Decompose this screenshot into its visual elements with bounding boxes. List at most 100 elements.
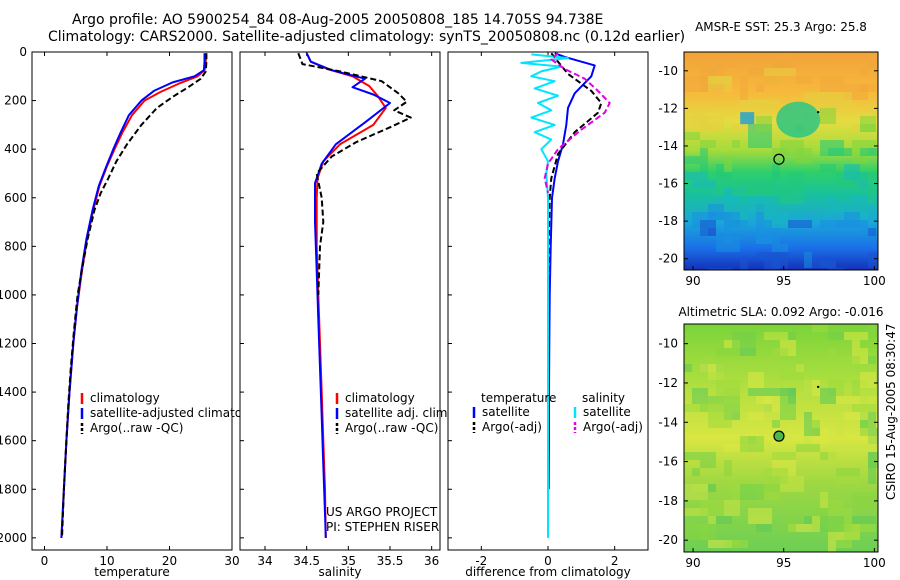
sla_map-field-cell — [788, 332, 796, 340]
sst_map-field-cell — [828, 92, 852, 108]
sla_map-field-cell — [852, 404, 876, 412]
sla_map-field-cell — [844, 332, 868, 340]
temperature-ytick-label: 1800 — [0, 482, 27, 496]
salinity-legend-label: climatology — [345, 391, 415, 405]
sst_map-field-cell — [780, 188, 804, 204]
sla_map-field-cell — [692, 468, 700, 476]
sst_map-field-cell — [820, 108, 836, 124]
temperature-ytick-label: 1400 — [0, 385, 27, 399]
sst_map-field-cell — [700, 220, 716, 236]
sst_map-field-cell — [748, 68, 756, 76]
sst_map-field — [684, 52, 878, 270]
sst_map-field-cell — [820, 76, 844, 92]
sst_map-field-cell — [788, 220, 812, 228]
temperature-legend-label: climatology — [90, 391, 160, 405]
sst_map-field-cell — [804, 52, 812, 60]
sla_map-field-cell — [684, 484, 708, 500]
sst_map-field-cell — [828, 268, 844, 270]
sst_map-panel: AMSR-E SST: 25.3 Argo: 25.8 90 95 100 -10 -12… — [658, 20, 885, 288]
sst_map-field-cell — [684, 156, 700, 164]
sst_map-field-cell — [764, 76, 780, 84]
sst_map-field-cell — [860, 148, 876, 156]
sst_map-field-cell — [804, 92, 828, 108]
sla_map-field-cell — [860, 348, 868, 364]
sst_map-field-cell — [828, 196, 836, 204]
profile-plots: 0 10 20 30020040060080010001200140016001800… — [0, 45, 649, 579]
sla_map-field-cell — [828, 540, 836, 552]
sla_map-ytick-label: -20 — [658, 533, 678, 547]
sla_map-frame — [683, 323, 879, 553]
sst_map-field-cell — [700, 156, 708, 172]
temperature-xtick-label: 10 — [99, 554, 114, 568]
sla_map-field-cell — [700, 500, 724, 516]
sla_map-field-cell — [700, 404, 724, 412]
sla_map-field-cell — [844, 412, 868, 420]
sst_map-field-cell — [836, 220, 860, 228]
credit-pi: PI: STEPHEN RISER — [326, 520, 440, 534]
sst_map-field-cell — [772, 164, 780, 180]
sla_map-field-cell — [860, 420, 876, 428]
sst_map-field-cell — [860, 84, 876, 92]
sst_map-field-cell — [772, 52, 796, 68]
temperature-ytick-label: 0 — [19, 45, 27, 59]
sst_map-field-cell — [868, 52, 878, 68]
sst_map-xtick-label: 95 — [776, 274, 791, 288]
sst_map-field-cell — [732, 124, 756, 132]
sla_map-field-cell — [828, 332, 844, 340]
sla_map-field-cell — [868, 436, 878, 452]
sla_map-field-cell — [724, 444, 748, 452]
sla_map-field-cell — [812, 516, 820, 532]
salinity-panel: 34 34.5 35 35.5 36 salinity climatologysatelli… — [239, 51, 451, 579]
sst_map-field-cell — [684, 116, 708, 132]
sla_map-field-cell — [748, 508, 772, 524]
sla_map-field-cell — [828, 444, 836, 460]
sst_map-field-cell — [844, 164, 860, 180]
sla_map-field-cell — [708, 396, 724, 404]
sla_map-field-cell — [796, 444, 820, 452]
sla_map-field-cell — [868, 468, 876, 484]
sst_map-ytick-label: -12 — [658, 101, 678, 115]
sst_map-field-cell — [820, 220, 844, 228]
sla_map-field-cell — [860, 396, 878, 404]
sla_map-field-cell — [764, 468, 788, 484]
temperature-ytick-label: 400 — [4, 142, 27, 156]
temperature-ytick-label: 1200 — [0, 337, 27, 351]
salinity-series-argo-raw-qc- — [297, 52, 412, 295]
profile-title: Argo profile: AO 5900254_84 08-Aug-2005 … — [72, 12, 604, 28]
sst_map-field-cell — [868, 228, 876, 236]
sst_map-field-cell — [740, 260, 748, 270]
sla_map-field-cell — [868, 324, 876, 332]
sla_map-field-cell — [700, 364, 716, 372]
sst_map-field-cell — [812, 260, 836, 268]
sst_map-frame — [683, 51, 879, 271]
salinity-xtick-label: 35 — [341, 554, 356, 568]
difference-legend-label: Argo(-adj) — [583, 420, 643, 434]
sst_map-field-cell — [748, 196, 772, 212]
sla_map-field-cell — [804, 412, 812, 428]
sla_map-field-cell — [860, 444, 868, 452]
temperature-ytick-label: 2000 — [0, 531, 27, 545]
sst_map-title: AMSR-E SST: 25.3 Argo: 25.8 — [695, 20, 867, 34]
salinity-xtick-label: 36 — [424, 554, 439, 568]
sla_map-field-cell — [836, 396, 860, 404]
csiro-stamp: CSIRO 15-Aug-2005 08:30:47 — [884, 323, 898, 500]
temperature-xlabel: temperature — [94, 565, 169, 579]
sst_map-field-cell — [708, 76, 732, 84]
sla_map-field-cell — [684, 508, 708, 516]
sst_map-field-cell — [812, 52, 820, 60]
sst_map-field-cell — [772, 244, 788, 252]
sla_map-field-cell — [732, 484, 740, 500]
sst_map-field-cell — [684, 172, 708, 180]
sst_map-ytick-label: -14 — [658, 139, 678, 153]
sst_map-field-cell — [820, 164, 836, 172]
sst_map-field-cell — [740, 76, 748, 84]
sla_map-field-cell — [716, 348, 740, 356]
sla_map-field-cell — [748, 372, 764, 388]
sla_map-panel: Altimetric SLA: 0.092 Argo: -0.016 90 95 10… — [658, 305, 885, 570]
sla_map-field-cell — [820, 428, 828, 444]
sst_map-field-cell — [764, 188, 780, 196]
climatology-title: Climatology: CARS2000. Satellite-adjuste… — [48, 29, 686, 45]
sst_map-field-cell — [860, 68, 868, 76]
sla_map-field-cell — [772, 388, 796, 396]
sst_map-field-cell — [756, 228, 780, 244]
